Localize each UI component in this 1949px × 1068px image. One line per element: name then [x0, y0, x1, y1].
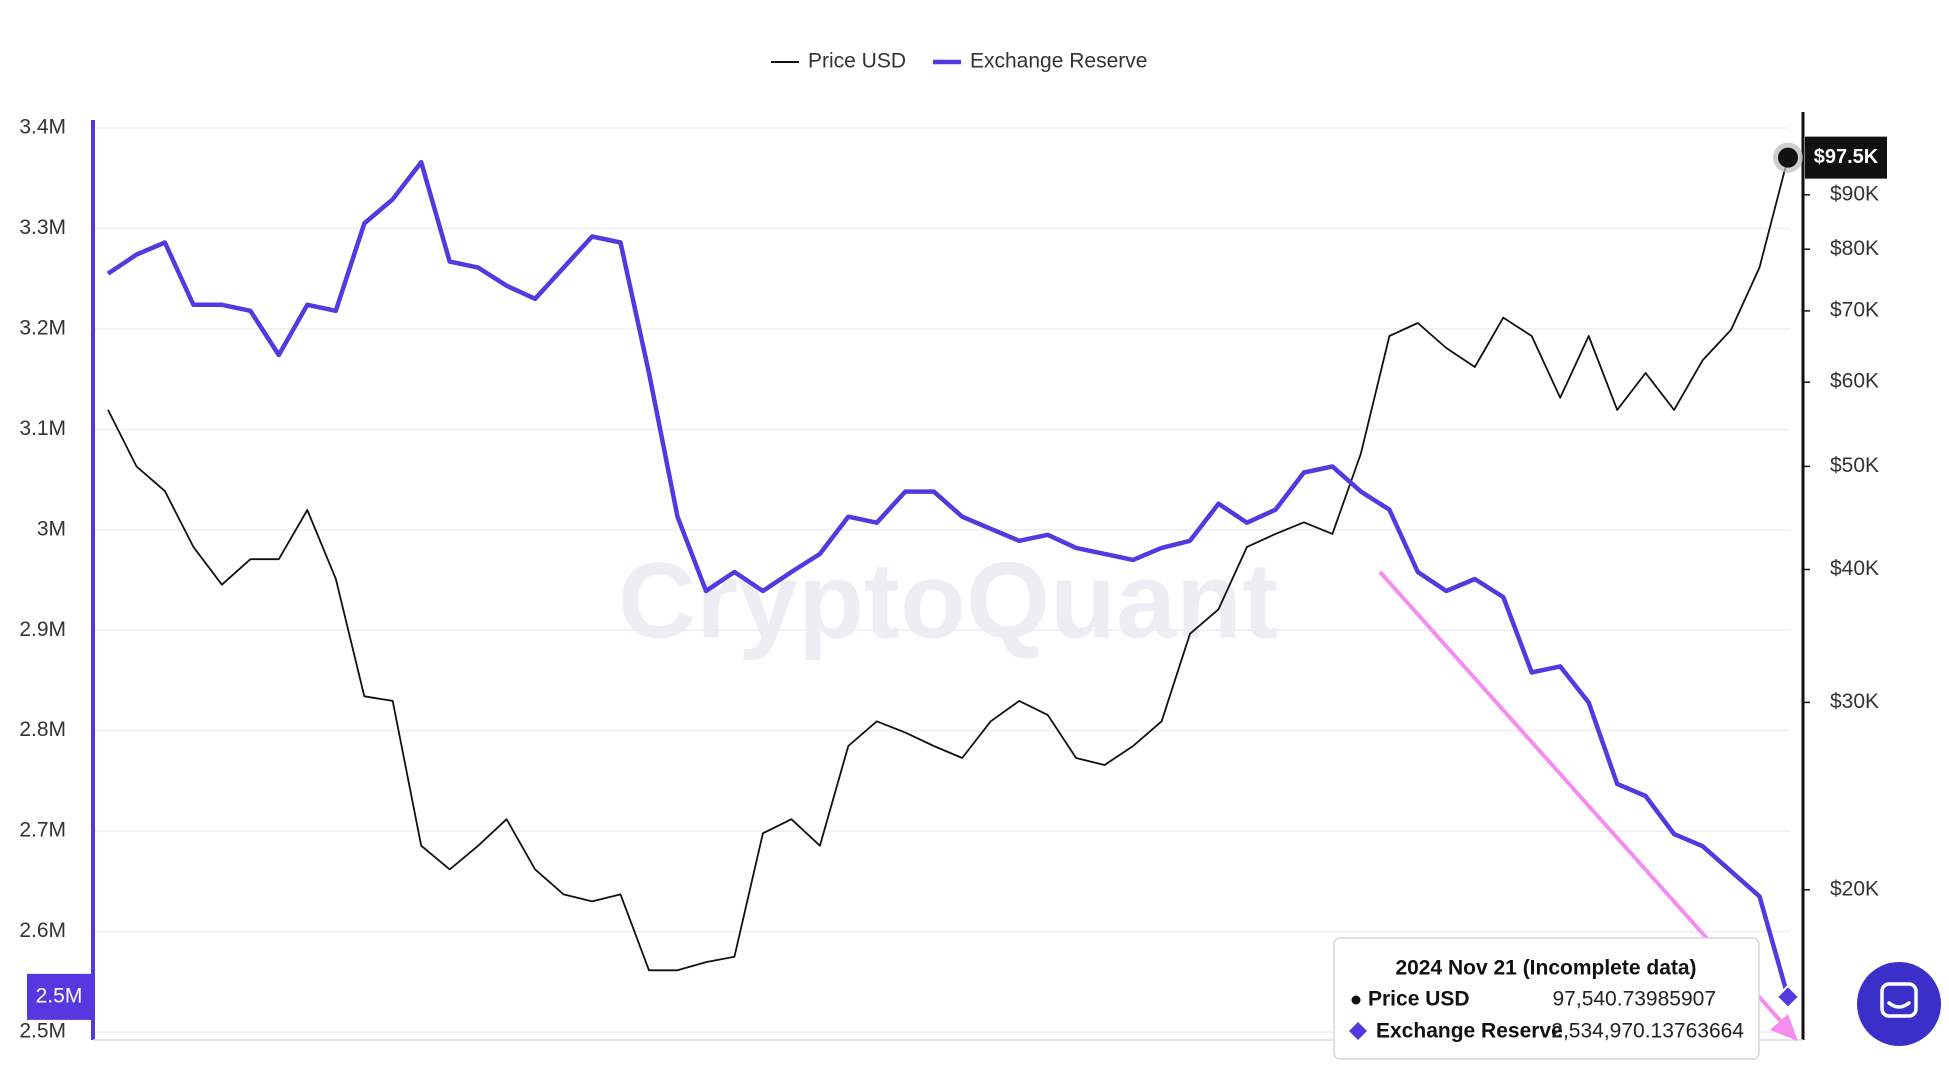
y2-tick-label: $30K [1830, 690, 1879, 713]
value-badge [1805, 136, 1887, 179]
tooltip-box [1333, 937, 1760, 1060]
y2-tick-label: $20K [1830, 877, 1879, 900]
y2-tick-label: $90K [1830, 182, 1879, 205]
current-badges: $97.5K 2.5M [27, 136, 1887, 1020]
y-tick-label: 3M [37, 517, 66, 540]
last-point [1778, 147, 1798, 168]
series-layer [106, 157, 1791, 998]
y-tick-label: 3.4M [19, 116, 66, 139]
tooltip-price-name: Price USD [1368, 988, 1470, 1011]
y2-tick-label: $80K [1830, 237, 1879, 260]
tooltip-reserve-value: 2,534,970.13763664 [1551, 1020, 1744, 1043]
trend-arrow-head [1770, 1014, 1798, 1041]
y-tick-label: 2.5M [19, 1020, 66, 1043]
watermark: CryptoQuant [618, 540, 1278, 661]
chat-button[interactable] [1857, 962, 1941, 1046]
y2-tick-label: $60K [1830, 370, 1879, 393]
y-tick-label: 3.2M [19, 316, 66, 339]
tooltip-title: 2024 Nov 21 (Incomplete data) [1395, 957, 1696, 980]
grid: 2.5M 2.6M 2.7M 2.8M 2.9M 3M 3.1M 3.2M 3.3M 3.4M $2… [19, 116, 1879, 1043]
legend-label: Exchange Reserve [970, 50, 1147, 73]
y-tick-label: 2.8M [19, 718, 66, 741]
series-line [107, 157, 1789, 972]
tooltip-reserve-name: Exchange Reserve [1376, 1020, 1563, 1043]
y2-tick-label: $50K [1830, 454, 1879, 477]
legend-label: Price USD [808, 50, 906, 73]
chat-button-smile[interactable] [1887, 1001, 1911, 1009]
y-tick-label: 2.9M [19, 618, 66, 641]
series-line [106, 159, 1791, 998]
chat-button-icon[interactable] [1880, 982, 1918, 1018]
tooltip-reserve-marker [1349, 1022, 1367, 1040]
legend: Price USD Exchange Reserve [771, 50, 1147, 73]
y-tick-label: 3.3M [19, 216, 66, 239]
tooltip: 2024 Nov 21 (Incomplete data) Price USD … [1333, 937, 1760, 1060]
value-badge-label: $97.5K [1814, 146, 1879, 168]
y-tick-label: 2.6M [19, 919, 66, 942]
y-tick-label: 2.7M [19, 819, 66, 842]
value-badge [27, 973, 91, 1020]
y-tick-label: 3.1M [19, 417, 66, 440]
last-point [1775, 984, 1801, 1010]
y2-tick-label: $40K [1830, 557, 1879, 580]
y2-tick-label: $70K [1830, 298, 1879, 321]
tooltip-price-marker [1351, 995, 1361, 1005]
chat-button-circle[interactable] [1857, 962, 1941, 1046]
tooltip-price-value: 97,540.73985907 [1553, 988, 1717, 1011]
value-badge-label: 2.5M [36, 984, 83, 1007]
